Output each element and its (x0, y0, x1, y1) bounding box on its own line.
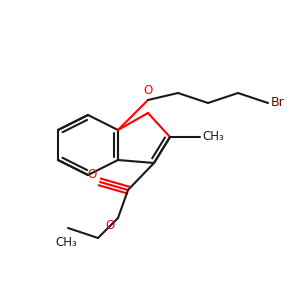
Text: CH₃: CH₃ (202, 130, 224, 143)
Text: Br: Br (271, 97, 285, 110)
Text: O: O (143, 84, 153, 97)
Text: CH₃: CH₃ (55, 236, 77, 249)
Text: O: O (106, 219, 115, 232)
Text: O: O (88, 168, 97, 181)
